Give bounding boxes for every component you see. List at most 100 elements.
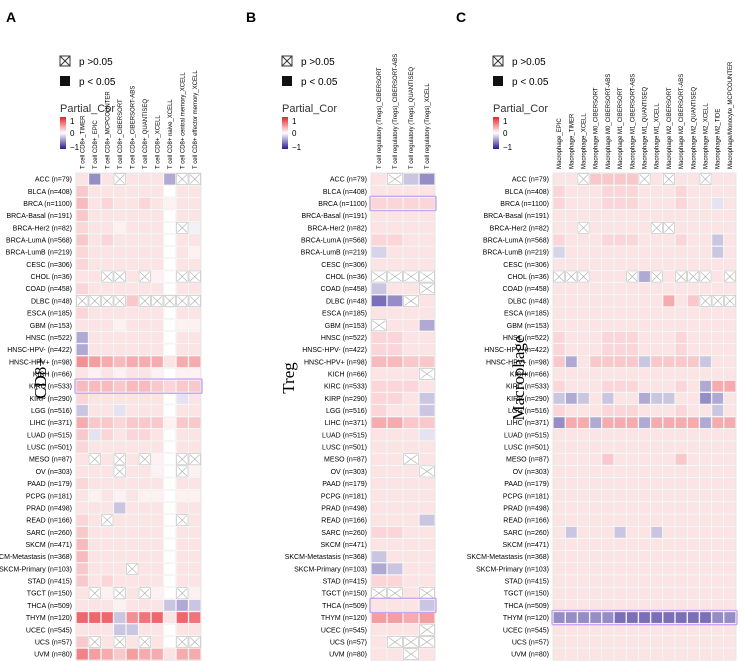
heatmap-cell <box>138 319 151 332</box>
heatmap-cell <box>387 563 403 575</box>
cell-fill <box>602 209 614 222</box>
heatmap-cell <box>387 550 403 563</box>
cell-fill <box>638 368 651 380</box>
cell-fill <box>589 173 602 185</box>
cell-fill <box>126 209 139 222</box>
cell-fill <box>602 514 614 526</box>
cell-fill <box>687 514 700 526</box>
heatmap-cell <box>76 234 89 246</box>
row-label: STAD (n=415) <box>505 579 549 586</box>
heatmap-cell <box>76 477 89 490</box>
ns-cell-cross-b <box>627 271 638 282</box>
heatmap-cell <box>403 563 419 575</box>
heatmap-cell <box>638 222 651 234</box>
cell-fill <box>699 343 712 356</box>
heatmap-cell <box>602 489 614 502</box>
heatmap-cell <box>602 234 614 246</box>
heatmap-cell <box>711 623 724 636</box>
column-label: T cell CD8+ effector memory_XCELL <box>193 70 199 169</box>
cell-fill <box>101 404 114 417</box>
heatmap-cell <box>626 234 639 246</box>
cell-fill <box>403 550 419 563</box>
heatmap-cell <box>602 331 614 344</box>
heatmap-cell <box>565 282 578 295</box>
cell-fill <box>699 514 712 526</box>
heatmap-cell <box>577 563 590 575</box>
heatmap-cell <box>126 611 139 624</box>
cell-fill <box>699 416 712 429</box>
heatmap-cell <box>101 404 114 417</box>
cell-fill <box>371 502 387 514</box>
heatmap-cell <box>88 222 101 234</box>
cell-fill <box>638 307 651 319</box>
heatmap-cell <box>163 465 176 478</box>
row-label: CESC (n=306) <box>321 262 367 269</box>
heatmap-cell <box>163 599 176 612</box>
heatmap-cell <box>577 429 590 441</box>
cell-fill <box>711 380 724 392</box>
cell-fill <box>699 550 712 563</box>
cell-fill <box>188 222 201 234</box>
cell-fill <box>188 526 201 539</box>
cell-fill <box>113 526 126 539</box>
heatmap-cell <box>565 453 578 466</box>
cell-fill <box>699 538 712 551</box>
heatmap-cell <box>163 648 176 660</box>
heatmap-cell <box>419 222 435 234</box>
heatmap-cell <box>553 331 565 344</box>
heatmap-cell <box>687 465 700 478</box>
cell-fill <box>419 599 435 612</box>
heatmap-cell <box>88 453 101 466</box>
heatmap-cell <box>88 356 101 368</box>
cell-fill <box>687 380 700 392</box>
cell-fill <box>419 185 435 198</box>
heatmap-cell <box>675 611 687 624</box>
heatmap-cell <box>176 404 189 417</box>
heatmap-cell <box>371 538 387 551</box>
ns-cell-cross-b <box>651 223 662 233</box>
cell-fill <box>113 502 126 514</box>
row-label: OV (n=303) <box>331 469 367 476</box>
cell-fill <box>553 550 565 563</box>
heatmap-cell <box>419 209 435 222</box>
cell-fill <box>687 611 700 624</box>
heatmap-cell <box>699 331 712 344</box>
heatmap-cell <box>387 295 403 307</box>
cell-fill <box>138 563 151 575</box>
heatmap-cell <box>699 636 712 648</box>
heatmap-cell <box>687 319 700 332</box>
cell-fill <box>113 209 126 222</box>
cell-fill <box>675 282 687 295</box>
heatmap-cell <box>113 599 126 612</box>
cell-fill <box>663 538 675 551</box>
cell-fill <box>126 368 139 380</box>
heatmap-cell <box>687 307 700 319</box>
cell-fill <box>638 623 651 636</box>
heatmap-cell <box>403 441 419 453</box>
cell-fill <box>76 587 89 599</box>
cell-fill <box>419 392 435 405</box>
row-label: PAAD (n=179) <box>27 481 72 488</box>
heatmap-cell <box>663 234 675 246</box>
cell-fill <box>553 623 565 636</box>
heatmap-cell <box>577 392 590 405</box>
heatmap-cell <box>76 209 89 222</box>
heatmap-cell <box>88 587 101 600</box>
heatmap-cell <box>589 295 602 307</box>
heatmap-cell <box>126 331 139 344</box>
row-label: GBM (n=153) <box>30 323 72 330</box>
heatmap-cell <box>614 429 626 441</box>
cell-fill <box>138 343 151 356</box>
heatmap-cell <box>403 575 419 587</box>
cell-fill <box>638 246 651 258</box>
cell-fill <box>711 234 724 246</box>
cell-fill <box>101 550 114 563</box>
cell-fill <box>76 343 89 356</box>
cell-fill <box>565 222 578 234</box>
cell-fill <box>553 489 565 502</box>
column-label: T cell regulatory (Tregs)_XCELL <box>425 83 431 169</box>
heatmap-cell <box>176 234 189 246</box>
cell-fill <box>614 648 626 660</box>
cell-fill <box>724 185 736 198</box>
heatmap-cell <box>151 477 164 490</box>
